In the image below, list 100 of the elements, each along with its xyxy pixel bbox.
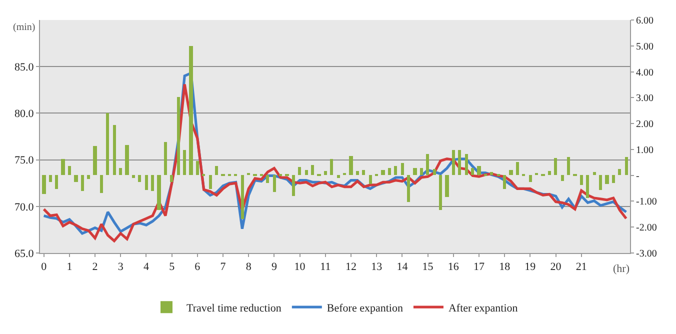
bar — [87, 175, 90, 179]
x-tick-label: 7 — [220, 261, 226, 274]
bar — [625, 157, 628, 175]
bar — [458, 150, 461, 175]
x-tick-label: 1 — [66, 261, 72, 274]
bar — [145, 175, 148, 190]
bar — [567, 157, 570, 175]
y-tick-label: 75.0 — [14, 154, 34, 167]
bar — [100, 175, 103, 193]
y2-tick-label: 4.00 — [636, 67, 654, 78]
bar — [420, 168, 423, 175]
x-tick-label: 20 — [550, 261, 562, 274]
bar — [49, 175, 52, 182]
bar — [388, 168, 391, 175]
bar — [55, 175, 58, 189]
bar — [241, 175, 244, 219]
x-tick-label: 3 — [118, 261, 124, 274]
bar — [138, 175, 141, 182]
legend-label: Before expantion — [326, 302, 404, 314]
bar — [305, 170, 308, 175]
bar — [74, 175, 78, 182]
bar — [298, 167, 301, 175]
bar — [93, 146, 97, 175]
bar — [394, 166, 397, 175]
bar — [113, 125, 116, 175]
x-tick-label: 13 — [371, 261, 383, 274]
bar — [349, 156, 353, 175]
bar — [529, 175, 532, 182]
bar — [183, 150, 186, 175]
bar — [330, 159, 333, 175]
x-tick-label: 5 — [169, 261, 176, 274]
x-tick-label: 19 — [524, 261, 536, 274]
bar — [381, 170, 385, 175]
x-tick-label: 14 — [396, 261, 408, 274]
y2-tick-label: 2.00 — [636, 119, 654, 130]
x-tick-label: 11 — [320, 261, 331, 274]
bar — [189, 46, 193, 175]
x-tick-label: 10 — [294, 261, 306, 274]
bar — [273, 175, 276, 192]
legend-label: Travel time reduction — [186, 302, 282, 314]
y2-tick-label: 1.00 — [636, 144, 654, 156]
bar — [369, 175, 372, 184]
bar — [106, 113, 109, 175]
bar — [561, 175, 564, 181]
y-tick-label: 65.0 — [14, 248, 34, 260]
bar — [586, 175, 589, 198]
bar — [605, 175, 609, 184]
bar — [68, 166, 71, 175]
bar — [580, 175, 583, 185]
x-tick-label: 8 — [246, 261, 252, 274]
bar — [42, 175, 46, 194]
bar — [177, 97, 180, 175]
x-tick-label: 4 — [143, 261, 150, 274]
x-axis-title: (hr) — [613, 263, 630, 275]
bar — [401, 163, 404, 175]
bar — [445, 175, 449, 197]
bar — [413, 168, 417, 175]
bar — [324, 171, 327, 175]
y2-tick-label: -1.00 — [636, 196, 657, 208]
bar — [503, 175, 506, 189]
bar — [439, 175, 442, 210]
x-tick-label: 6 — [194, 261, 201, 274]
bar — [132, 175, 135, 178]
bar — [356, 171, 359, 175]
y-tick-label: 70.0 — [14, 201, 34, 214]
bar — [516, 162, 519, 175]
y-axis-title: (min) — [13, 22, 36, 33]
bar — [164, 142, 167, 175]
x-tick-label: 9 — [271, 261, 278, 274]
bar — [618, 169, 621, 175]
bar — [337, 175, 340, 178]
bar — [266, 175, 269, 183]
x-tick-label: 17 — [473, 261, 485, 274]
bar — [548, 171, 551, 175]
bar — [125, 145, 129, 175]
bar — [119, 168, 122, 175]
y2-tick-label: - — [636, 170, 640, 182]
x-tick-label: 2 — [92, 261, 98, 274]
bar — [471, 168, 474, 175]
bar — [465, 154, 468, 175]
bar — [311, 165, 314, 175]
y2-tick-label: 5.00 — [636, 41, 654, 52]
bar — [215, 166, 218, 175]
bar — [151, 175, 154, 191]
bar — [509, 170, 513, 175]
legend-label: After expantion — [448, 302, 518, 314]
x-tick-label: 12 — [346, 261, 356, 274]
bar — [209, 175, 212, 189]
bar — [452, 150, 455, 175]
y2-tick-label: 6.00 — [636, 16, 654, 26]
bar — [433, 169, 436, 175]
x-tick-label: 21 — [576, 261, 587, 274]
bar — [170, 175, 173, 182]
x-tick-label: 15 — [422, 261, 434, 274]
bar — [612, 175, 615, 183]
y-tick-label: 85.0 — [14, 61, 34, 74]
bar — [292, 175, 295, 196]
bar — [362, 170, 365, 175]
bar — [81, 175, 84, 191]
bar — [477, 166, 481, 175]
